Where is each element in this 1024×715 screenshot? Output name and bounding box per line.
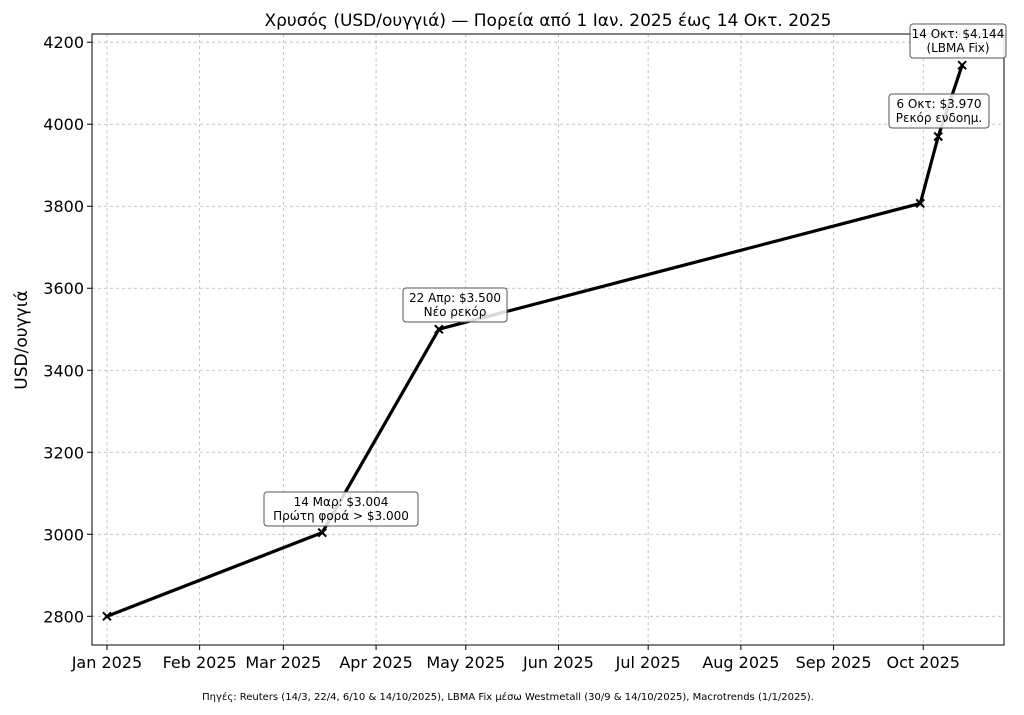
annotation-box	[909, 23, 1007, 59]
data-point	[317, 527, 327, 538]
y-tick-label: 3200	[43, 443, 84, 462]
annotation-box	[263, 491, 419, 527]
annotation-text: Πρώτη φορά > $3.000	[273, 509, 409, 523]
y-tick-label: 4000	[43, 115, 84, 134]
annotation-text: 14 Οκτ: $4.144	[912, 27, 1005, 41]
annotation-text: (LBMA Fix)	[926, 41, 989, 55]
axis-ticks: 2800 3000 3200 3400 3600 3800 4000 4200 Jan 2025…	[43, 33, 960, 672]
y-tick-label: 3800	[43, 197, 84, 216]
y-tick-label: 3000	[43, 525, 84, 544]
data-point	[434, 324, 444, 334]
y-tick-label: 3400	[43, 361, 84, 380]
y-tick-label: 4200	[43, 33, 84, 52]
annotation-text: Ρεκόρ ενδοημ.	[896, 111, 983, 125]
x-tick-label: Aug 2025	[702, 653, 779, 672]
x-tick-label: Mar 2025	[245, 653, 321, 672]
data-point	[957, 60, 967, 70]
source-footnote: Πηγές: Reuters (14/3, 22/4, 6/10 & 14/10…	[202, 691, 814, 703]
price-series	[102, 60, 967, 622]
x-tick-label: Oct 2025	[887, 653, 960, 672]
grid	[92, 34, 1004, 645]
annotation-text: Νέο ρεκόρ	[424, 305, 487, 319]
x-tick-label: Apr 2025	[339, 653, 412, 672]
x-tick-label: Sep 2025	[796, 653, 872, 672]
data-point	[933, 131, 943, 142]
data-point	[915, 198, 925, 209]
x-tick-label: Jan 2025	[71, 653, 142, 672]
data-point	[102, 611, 112, 622]
y-tick-label: 2800	[43, 607, 84, 626]
annotation-box	[888, 93, 990, 129]
plot-frame	[91, 33, 1005, 646]
annotation-box	[402, 287, 508, 323]
annotation-text: 22 Απρ: $3.500	[409, 291, 501, 305]
y-axis-label: USD/ουγγιά	[12, 290, 32, 389]
x-tick-label: May 2025	[426, 653, 505, 672]
annotation-3: 14 Οκτ: $4.144(LBMA Fix)	[909, 23, 1007, 59]
x-tick-label: Jul 2025	[615, 653, 681, 672]
y-tick-label: 3600	[43, 279, 84, 298]
chart-title: Χρυσός (USD/ουγγιά) — Πορεία από 1 Ιαν. …	[264, 11, 831, 31]
annotation-text: 14 Μαρ: $3.004	[294, 495, 389, 509]
x-tick-label: Feb 2025	[163, 653, 237, 672]
x-tick-label: Jun 2025	[522, 653, 594, 672]
annotation-text: 6 Οκτ: $3.970	[896, 97, 981, 111]
